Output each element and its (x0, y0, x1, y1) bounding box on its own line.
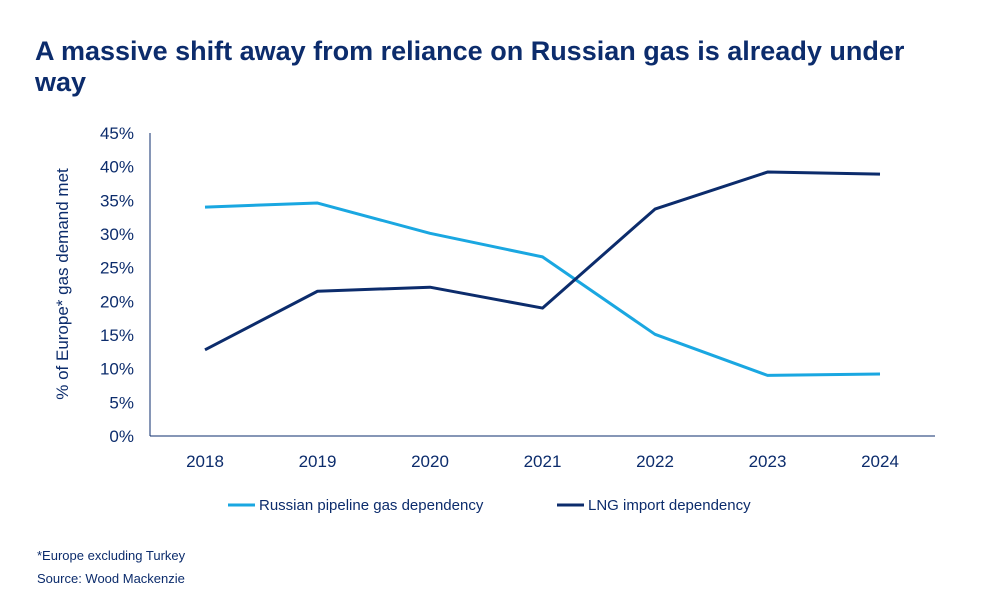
footnote: *Europe excluding Turkey (37, 548, 186, 563)
legend-label: LNG import dependency (588, 497, 751, 514)
y-tick-label: 30% (100, 225, 134, 244)
y-tick-label: 20% (100, 292, 134, 311)
y-tick-label: 10% (100, 360, 134, 379)
x-tick-label: 2020 (411, 452, 449, 471)
legend-label: Russian pipeline gas dependency (259, 497, 484, 514)
y-tick-label: 45% (100, 124, 134, 143)
series-line-0 (204, 201, 881, 377)
chart-title: A massive shift away from reliance on Ru… (35, 36, 905, 97)
y-axis-label: % of Europe* gas demand met (53, 168, 72, 400)
y-tick-label: 0% (109, 427, 134, 446)
x-tick-label: 2024 (861, 452, 899, 471)
y-tick-label: 25% (100, 259, 134, 278)
x-tick-label: 2018 (186, 452, 224, 471)
y-tick-label: 5% (109, 393, 134, 412)
x-tick-label: 2022 (636, 452, 674, 471)
y-tick-label: 40% (100, 158, 134, 177)
x-tick-label: 2021 (524, 452, 562, 471)
x-tick-label: 2023 (749, 452, 787, 471)
y-tick-label: 15% (100, 326, 134, 345)
y-tick-label: 35% (100, 191, 134, 210)
series-line-1 (204, 170, 881, 352)
x-tick-label: 2019 (299, 452, 337, 471)
source-note: Source: Wood Mackenzie (37, 571, 185, 586)
